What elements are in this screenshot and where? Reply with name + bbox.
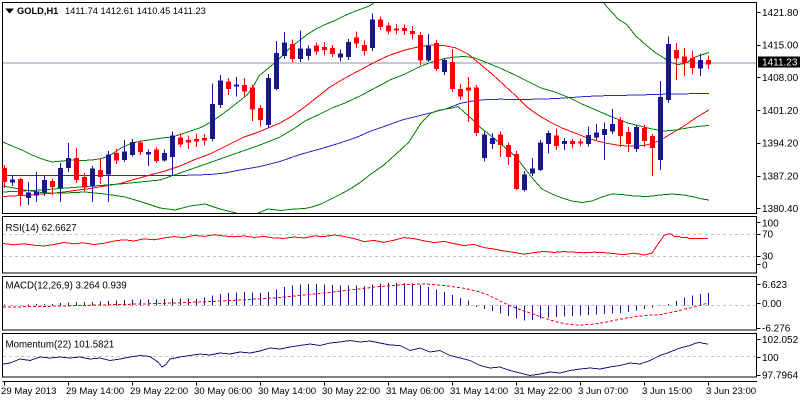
svg-text:29 May 14:00: 29 May 14:00 <box>66 386 124 397</box>
svg-text:0: 0 <box>762 260 768 271</box>
svg-text:31 May 06:00: 31 May 06:00 <box>386 386 444 397</box>
svg-text:1401.20: 1401.20 <box>762 106 799 117</box>
svg-text:RSI(14) 62.6627: RSI(14) 62.6627 <box>6 223 77 234</box>
svg-text:100: 100 <box>762 218 779 229</box>
svg-text:31 May 22:00: 31 May 22:00 <box>514 386 572 397</box>
svg-text:1411.23: 1411.23 <box>762 58 798 69</box>
svg-text:1411.74 1412.61 1410.45 1411.2: 1411.74 1412.61 1410.45 1411.23 <box>65 6 206 16</box>
svg-text:100: 100 <box>762 353 779 364</box>
svg-text:GOLD,H1: GOLD,H1 <box>17 6 58 16</box>
svg-text:1387.20: 1387.20 <box>762 171 799 182</box>
svg-text:6.623: 6.623 <box>762 280 787 291</box>
svg-text:1421.80: 1421.80 <box>762 8 799 19</box>
svg-text:3 Jun 15:00: 3 Jun 15:00 <box>642 386 692 397</box>
svg-text:1415.00: 1415.00 <box>762 41 799 52</box>
svg-text:3 Jun 23:00: 3 Jun 23:00 <box>706 386 756 397</box>
svg-text:1394.20: 1394.20 <box>762 139 799 150</box>
svg-text:1408.00: 1408.00 <box>762 73 799 84</box>
svg-text:97.7964: 97.7964 <box>762 371 799 382</box>
svg-text:-6.276: -6.276 <box>762 324 791 335</box>
svg-text:0.00: 0.00 <box>762 299 782 310</box>
svg-text:29 May 2013: 29 May 2013 <box>1 386 56 397</box>
svg-text:MACD(12,26,9) 3.264 0.939: MACD(12,26,9) 3.264 0.939 <box>6 281 127 292</box>
svg-text:3 Jun 07:00: 3 Jun 07:00 <box>578 386 628 397</box>
svg-text:29 May 22:00: 29 May 22:00 <box>130 386 188 397</box>
svg-text:1380.40: 1380.40 <box>762 204 799 215</box>
svg-text:70: 70 <box>762 230 774 241</box>
svg-text:102.052: 102.052 <box>762 335 799 346</box>
svg-text:30 May 22:00: 30 May 22:00 <box>322 386 380 397</box>
svg-text:Momentum(22) 101.5821: Momentum(22) 101.5821 <box>6 340 115 351</box>
svg-text:30: 30 <box>762 251 774 262</box>
svg-text:31 May 14:00: 31 May 14:00 <box>450 386 508 397</box>
svg-text:30 May 14:00: 30 May 14:00 <box>258 386 316 397</box>
svg-text:30 May 06:00: 30 May 06:00 <box>194 386 252 397</box>
